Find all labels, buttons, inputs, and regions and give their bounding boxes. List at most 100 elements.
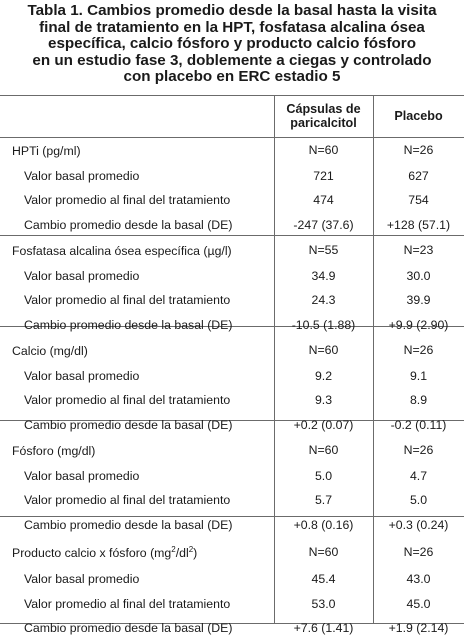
value-placebo: 45.0 — [406, 596, 431, 611]
table-row: Cambio promedio desde la basal (DE) +0.8… — [0, 513, 464, 538]
n-paricalcitol: N=60 — [308, 443, 339, 458]
header-row: Cápsulas de paricalcitol Placebo — [0, 95, 464, 137]
row-label: Valor promedio al final del tratamiento — [24, 393, 231, 408]
value-placebo: +0.3 (0.24) — [388, 517, 449, 532]
section-label: Fósforo (mg/dl) — [12, 444, 96, 459]
title-line: Tabla 1. Cambios promedio desde la basal… — [27, 2, 437, 19]
value-paricalcitol: +7.6 (1.41) — [293, 621, 354, 636]
value-paricalcitol: -247 (37.6) — [293, 217, 354, 232]
n-placebo: N=23 — [403, 243, 434, 258]
row-label: Cambio promedio desde la basal (DE) — [24, 517, 233, 532]
table-row: Valor basal promedio 34.9 30.0 — [0, 264, 464, 289]
value-placebo: 4.7 — [409, 468, 428, 483]
header-paricalcitol: Cápsulas de paricalcitol — [286, 101, 361, 131]
row-label: Cambio promedio desde la basal (DE) — [24, 217, 233, 232]
section-label: Fosfatasa alcalina ósea específica (µg/l… — [12, 244, 232, 259]
value-paricalcitol: 721 — [313, 168, 334, 183]
section-label: Calcio (mg/dl) — [12, 344, 88, 359]
value-placebo: 9.1 — [409, 368, 428, 383]
row-label: Cambio promedio desde la basal (DE) — [24, 317, 233, 332]
n-paricalcitol: N=60 — [308, 545, 339, 559]
rule-header — [0, 137, 464, 138]
value-placebo: 43.0 — [406, 572, 431, 587]
value-paricalcitol: 9.2 — [314, 368, 333, 383]
value-paricalcitol: 34.9 — [311, 268, 336, 283]
value-paricalcitol: 5.7 — [314, 493, 333, 508]
table-row: Valor basal promedio 9.2 9.1 — [0, 364, 464, 389]
value-placebo: +9.9 (2.90) — [388, 317, 449, 332]
n-paricalcitol: N=55 — [308, 243, 339, 258]
section-row: Producto calcio x fósforo (mg2/dl2) N=60… — [0, 537, 464, 567]
value-paricalcitol: -10.5 (1.88) — [291, 317, 356, 332]
section-row: Fosfatasa alcalina ósea específica (µg/l… — [0, 237, 464, 264]
rule-top — [0, 95, 464, 96]
rule-section — [0, 326, 464, 327]
row-label: Valor basal promedio — [24, 572, 140, 587]
row-label: Valor basal promedio — [24, 268, 140, 283]
table-row: Valor promedio al final del tratamiento … — [0, 488, 464, 513]
n-placebo: N=26 — [403, 343, 434, 358]
value-placebo: +1.9 (2.14) — [388, 621, 449, 636]
value-paricalcitol: 45.4 — [311, 572, 336, 587]
section-row: Fósforo (mg/dl) N=60 N=26 — [0, 437, 464, 464]
title-line: en un estudio fase 3, doblemente a ciega… — [32, 51, 432, 69]
table-row: Valor promedio al final del tratamiento … — [0, 188, 464, 213]
value-placebo: -0.2 (0.11) — [390, 417, 447, 432]
row-label: Valor basal promedio — [24, 468, 140, 483]
value-placebo: 30.0 — [406, 268, 431, 283]
table-row: Cambio promedio desde la basal (DE) -10.… — [0, 313, 464, 338]
table-row: Valor basal promedio 721 627 — [0, 164, 464, 189]
row-label: Valor promedio al final del tratamiento — [24, 193, 231, 208]
value-paricalcitol: +0.8 (0.16) — [293, 517, 354, 532]
section-label: HPTi (pg/ml) — [12, 144, 81, 159]
table-row: Valor basal promedio 45.4 43.0 — [0, 567, 464, 592]
row-label: Valor promedio al final del tratamiento — [24, 596, 231, 611]
value-placebo: 627 — [408, 168, 429, 183]
header-placebo: Placebo — [394, 108, 443, 123]
title-line: con placebo en ERC estadio 5 — [123, 68, 341, 85]
section-row: HPTi (pg/ml) N=60 N=26 — [0, 137, 464, 164]
value-placebo: 754 — [408, 193, 429, 208]
column-divider — [274, 95, 275, 624]
value-placebo: +128 (57.1) — [386, 217, 451, 232]
rule-bottom — [0, 623, 464, 624]
rule-section — [0, 235, 464, 236]
n-paricalcitol: N=60 — [308, 343, 339, 358]
results-table: Cápsulas de paricalcitol Placebo HPTi (p… — [0, 95, 464, 641]
column-divider — [373, 95, 374, 624]
rule-section — [0, 420, 464, 421]
table-row: Valor promedio al final del tratamiento … — [0, 288, 464, 313]
n-placebo: N=26 — [403, 545, 434, 559]
value-paricalcitol: +0.2 (0.07) — [293, 417, 354, 432]
value-paricalcitol: 474 — [313, 193, 334, 208]
value-paricalcitol: 24.3 — [311, 293, 336, 308]
value-placebo: 8.9 — [409, 393, 428, 408]
header-empty — [0, 95, 274, 137]
row-label: Cambio promedio desde la basal (DE) — [24, 417, 233, 432]
row-label: Valor promedio al final del tratamiento — [24, 493, 231, 508]
title-line: específica, calcio fósforo y producto ca… — [48, 35, 416, 52]
table-title: Tabla 1. Cambios promedio desde la basal… — [0, 0, 464, 86]
value-placebo: 5.0 — [409, 493, 428, 508]
table-row: Cambio promedio desde la basal (DE) +0.2… — [0, 413, 464, 438]
value-paricalcitol: 5.0 — [314, 468, 333, 483]
section-row: Calcio (mg/dl) N=60 N=26 — [0, 337, 464, 364]
table-row: Cambio promedio desde la basal (DE) +7.6… — [0, 616, 464, 641]
table-row: Valor basal promedio 5.0 4.7 — [0, 464, 464, 489]
table-row: Valor promedio al final del tratamiento … — [0, 592, 464, 617]
n-paricalcitol: N=60 — [308, 143, 339, 158]
value-paricalcitol: 53.0 — [311, 596, 336, 611]
row-label: Valor basal promedio — [24, 368, 140, 383]
title-line: final de tratamiento en la HPT, fosfatas… — [39, 18, 425, 36]
value-placebo: 39.9 — [406, 293, 431, 308]
row-label: Valor basal promedio — [24, 168, 140, 183]
row-label: Valor promedio al final del tratamiento — [24, 293, 231, 308]
n-placebo: N=26 — [403, 143, 434, 158]
table-row: Valor promedio al final del tratamiento … — [0, 388, 464, 413]
rule-section — [0, 516, 464, 517]
value-paricalcitol: 9.3 — [314, 393, 333, 408]
table-row: Cambio promedio desde la basal (DE) -247… — [0, 213, 464, 238]
n-placebo: N=26 — [403, 443, 434, 458]
row-label: Cambio promedio desde la basal (DE) — [24, 621, 233, 636]
